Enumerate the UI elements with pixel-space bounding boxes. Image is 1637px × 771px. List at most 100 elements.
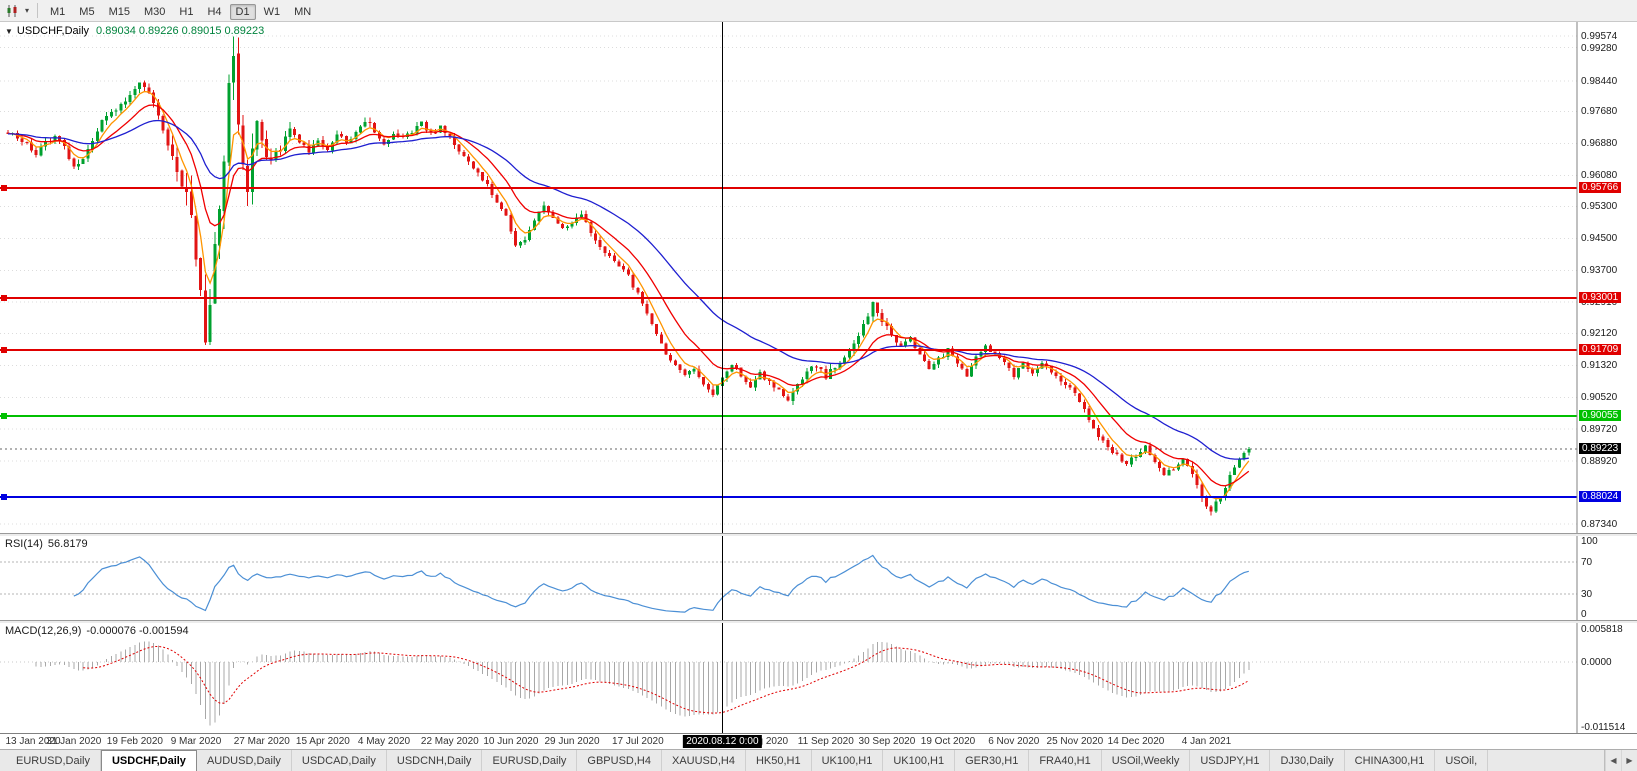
price-axis-label: 0.96880 [1581,138,1618,150]
timeframe-button-M30[interactable]: M30 [143,5,166,18]
macd-plot[interactable] [0,623,1637,733]
horizontal-price-lines[interactable] [0,184,1577,500]
chart-tab-usdcad-daily[interactable]: USDCAD,Daily [292,750,387,771]
candles [6,36,1251,516]
price-axis-label: 0.96080 [1581,170,1618,182]
chart-symbol: USDCHF,Daily [16,25,90,37]
date-axis-label: 4 May 2020 [357,736,411,747]
price-axis-label: 0.94500 [1581,233,1618,245]
main-price-pane[interactable]: ▼ USDCHF,Daily 0.89034 0.89226 0.89015 0.8… [0,22,1637,533]
chart-tab-usoil-[interactable]: USOil, [1435,750,1489,771]
timeframe-button-group: M1 M5 M15 M30 H1 H4 D1 W1 MN [43,2,318,20]
date-axis-label: 6 Nov 2020 [988,736,1040,747]
date-axis-label: 27 Mar 2020 [233,736,290,747]
ma-line-34 [8,119,1249,460]
price-axis-label: 0.98440 [1581,76,1618,88]
chart-symbol-label: ▼ USDCHF,Daily 0.89034 0.89226 0.89015 0.8… [5,25,264,37]
candlestick-chart-icon[interactable] [4,2,22,20]
chart-tab-fra40-h1[interactable]: FRA40,H1 [1029,750,1102,771]
date-axis-label: 22 May 2020 [420,736,479,747]
date-axis-label: 30 Sep 2020 [858,736,916,747]
price-axis-label: 0.88920 [1581,456,1618,468]
timeframe-button-D1[interactable]: D1 [229,3,256,20]
tab-scroll-left-icon[interactable]: ◀ [1605,750,1621,771]
date-axis-label: 9 Mar 2020 [170,736,222,747]
chart-tab-hk50-h1[interactable]: HK50,H1 [746,750,812,771]
price-chart-svg [0,22,1578,533]
date-axis-label: 19 Feb 2020 [106,736,163,747]
rsi-plot[interactable] [0,536,1637,620]
chart-tab-dj30-daily[interactable]: DJ30,Daily [1270,750,1345,771]
price-chart-plot[interactable] [0,22,1637,533]
ma-line-5 [7,90,1250,500]
chart-tab-eurusd-daily[interactable]: EURUSD,Daily [482,750,578,771]
price-axis-label: 0.93700 [1581,265,1618,277]
pane-divider[interactable] [0,620,1637,623]
chart-tab-uk100-h1[interactable]: UK100,H1 [812,750,884,771]
price-line-label: 0.88024 [1579,490,1622,502]
macd-axis-label: 0.0000 [1581,656,1612,668]
price-axis-label: 0.97680 [1581,106,1618,118]
top-toolbar: ▾ M1 M5 M15 M30 H1 H4 D1 W1 MN [0,0,1637,22]
chart-tab-usoil-weekly[interactable]: USOil,Weekly [1102,750,1191,771]
ma-line-13 [7,104,1250,487]
date-axis[interactable]: 13 Jan 2020 31 Jan 2020 19 Feb 2020 9 Mar 2… [0,733,1637,749]
price-line-handle [1,295,7,302]
tab-scroll-right-icon[interactable]: ▶ [1621,750,1637,771]
timeframe-button-M1[interactable]: M1 [50,5,66,18]
macd-values: -0.000076 -0.001594 [86,625,189,637]
rsi-name: RSI(14) [5,538,43,550]
chart-tab-bar: EURUSD,Daily USDCHF,Daily AUDUSD,Daily USDC… [0,749,1637,771]
rsi-axis-label: 100 [1581,536,1598,547]
toolbar-separator [37,3,38,18]
chart-tab-usdjpy-h1[interactable]: USDJPY,H1 [1190,750,1271,771]
rsi-axis-label: 0 [1581,609,1587,620]
price-line-handle [1,184,7,191]
chart-tab-usdcnh-daily[interactable]: USDCNH,Daily [387,750,483,771]
date-axis-label: 25 Nov 2020 [1046,736,1104,747]
chart-tab-uk100-h1[interactable]: UK100,H1 [883,750,956,771]
price-line-handle [1,412,7,419]
price-axis-label: 0.92120 [1581,328,1618,340]
chart-tab-xauusd-h4[interactable]: XAUUSD,H4 [662,750,746,771]
rsi-value: 56.8179 [47,538,88,550]
macd-axis-label: -0.011514 [1581,722,1626,733]
chart-tab-eurusd-daily[interactable]: EURUSD,Daily [6,750,101,771]
chart-tab-ger30-h1[interactable]: GER30,H1 [955,750,1030,771]
macd-label: MACD(12,26,9) -0.000076 -0.001594 [5,625,189,637]
date-axis-label: 4 Jan 2021 [1181,736,1232,747]
price-line-label: 0.91709 [1579,343,1622,355]
price-axis-label: 0.95300 [1581,201,1618,213]
chart-type-caret-icon[interactable]: ▾ [24,6,29,15]
timeframe-button-H1[interactable]: H1 [179,5,194,18]
rsi-indicator-pane[interactable]: RSI(14) 56.8179 100 70 30 0 [0,536,1637,620]
rsi-line [73,554,1249,613]
price-axis-label: 0.99574 [1581,30,1618,42]
timeframe-button-MN[interactable]: MN [294,5,312,18]
timeframe-button-W1[interactable]: W1 [263,5,281,18]
chart-tab-audusd-daily[interactable]: AUDUSD,Daily [197,750,292,771]
price-line-handle [1,493,7,500]
date-axis-label: 19 Oct 2020 [920,736,976,747]
price-axis-label: 0.90520 [1581,392,1618,404]
one-click-trading-caret-icon[interactable]: ▼ [5,27,13,36]
timeframe-button-M15[interactable]: M15 [108,5,130,18]
chart-ohlc-values: 0.89034 0.89226 0.89015 0.89223 [96,25,265,37]
rsi-axis-label: 70 [1581,557,1593,568]
price-axis-label: 0.99280 [1581,42,1618,54]
chart-tab-china300-h1[interactable]: CHINA300,H1 [1345,750,1436,771]
timeframe-button-H4[interactable]: H4 [207,5,222,18]
macd-axis-label: 0.005818 [1581,623,1623,635]
chart-tab-usdchf-daily[interactable]: USDCHF,Daily [100,750,197,771]
date-axis-label: 31 Jan 2020 [46,736,102,747]
macd-histogram [35,641,1250,726]
macd-indicator-pane[interactable]: MACD(12,26,9) -0.000076 -0.001594 0.00581… [0,623,1637,733]
chart-tab-gbpusd-h4[interactable]: GBPUSD,H4 [577,750,662,771]
date-axis-label: 29 Jun 2020 [544,736,600,747]
pane-divider[interactable] [0,533,1637,536]
date-axis-label: 11 Sep 2020 [797,736,854,747]
crosshair-date-label: 2020.08.12 0:00 [683,735,762,748]
tab-scroll-arrows: ◀ ▶ [1604,750,1637,771]
timeframe-button-M5[interactable]: M5 [79,5,95,18]
price-axis-label: 0.89720 [1581,424,1618,436]
